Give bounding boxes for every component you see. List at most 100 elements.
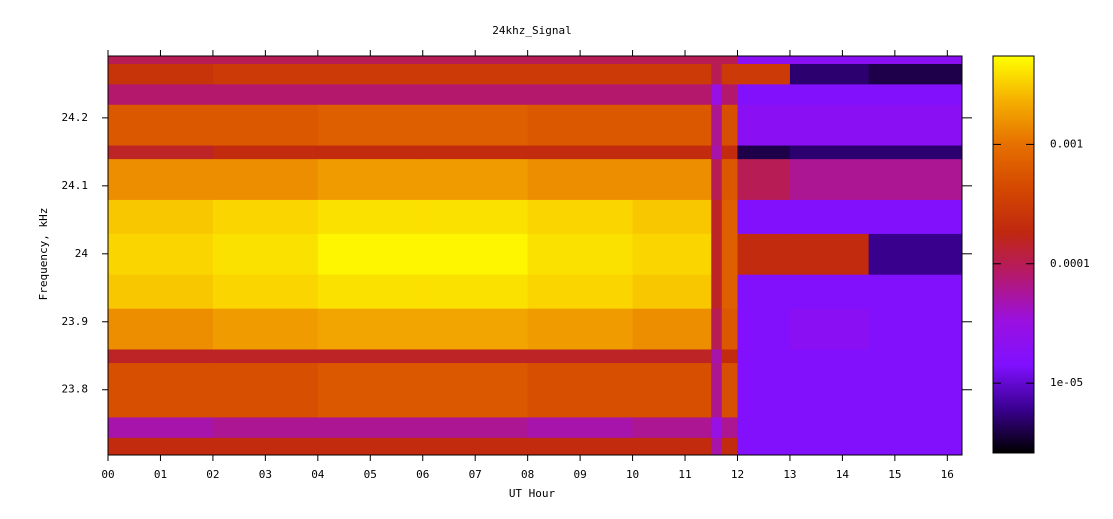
heatmap-cell: [317, 416, 424, 438]
heatmap-cell: [422, 104, 529, 146]
heatmap-cell: [527, 63, 634, 85]
heatmap-cell: [527, 56, 634, 64]
x-tick-label: 06: [416, 468, 429, 481]
heatmap-cell: [721, 437, 738, 456]
x-tick-label: 12: [731, 468, 744, 481]
x-axis-label: UT Hour: [509, 487, 556, 500]
heatmap-cell: [108, 274, 214, 309]
y-tick-label: 23.8: [62, 383, 89, 396]
heatmap-cell: [868, 83, 963, 105]
heatmap-cell: [317, 199, 424, 234]
heatmap-cell: [711, 104, 723, 146]
heatmap-cell: [789, 348, 870, 364]
heatmap-cell: [422, 158, 529, 200]
heatmap-cell: [737, 362, 791, 418]
heatmap-cell: [632, 158, 712, 200]
heatmap-cell: [737, 416, 791, 438]
x-tick-label: 04: [311, 468, 325, 481]
heatmap-cell: [317, 104, 424, 146]
heatmap-cell: [711, 308, 723, 350]
x-tick-label: 09: [573, 468, 586, 481]
heatmap-cell: [422, 348, 529, 364]
heatmap-cell: [317, 233, 424, 275]
heatmap-cell: [737, 199, 791, 234]
heatmap-cell: [721, 362, 738, 418]
heatmap-cell: [632, 145, 712, 160]
heatmap-cell: [422, 83, 529, 105]
x-tick-label: 00: [101, 468, 114, 481]
x-tick-label: 07: [469, 468, 482, 481]
heatmap-cell: [632, 83, 712, 105]
heatmap-cell: [108, 362, 214, 418]
heatmap-cell: [721, 233, 738, 275]
heatmap-cell: [737, 158, 791, 200]
heatmap-cell: [711, 348, 723, 364]
y-tick-label: 24.1: [62, 179, 89, 192]
heatmap-cell: [212, 233, 319, 275]
heatmap-cell: [721, 104, 738, 146]
heatmap-cell: [108, 233, 214, 275]
heatmap-cell: [212, 348, 319, 364]
heatmap-cell: [711, 158, 723, 200]
heatmap-cell: [422, 233, 529, 275]
heatmap-cell: [108, 437, 214, 456]
heatmap-cell: [721, 416, 738, 438]
heatmap-cell: [721, 274, 738, 309]
heatmap-cell: [711, 274, 723, 309]
heatmap-cell: [789, 308, 870, 350]
x-tick-label: 16: [941, 468, 954, 481]
colorbar-tick-label: 0.0001: [1050, 257, 1090, 270]
x-tick-label: 13: [783, 468, 796, 481]
heatmap-cell: [737, 104, 791, 146]
heatmap-cell: [422, 56, 529, 64]
colorbar-tick-label: 1e-05: [1050, 376, 1083, 389]
heatmap-cell: [632, 308, 712, 350]
heatmap-cell: [789, 199, 870, 234]
heatmap-cell: [108, 145, 214, 160]
heatmap-cell: [212, 274, 319, 309]
heatmap-cell: [527, 274, 634, 309]
heatmap-cell: [632, 416, 712, 438]
heatmap-cell: [868, 158, 963, 200]
heatmap-cell: [317, 145, 424, 160]
heatmap-cell: [212, 104, 319, 146]
heatmap-cell: [527, 199, 634, 234]
heatmap-cell: [737, 56, 791, 64]
heatmap-cell: [422, 308, 529, 350]
heatmap-cell: [527, 308, 634, 350]
heatmap-cell: [108, 158, 214, 200]
heatmap-cell: [632, 274, 712, 309]
heatmap-cell: [711, 199, 723, 234]
heatmap: [108, 56, 963, 456]
y-axis-label: Frequency, kHz: [37, 208, 50, 301]
heatmap-cell: [317, 308, 424, 350]
heatmap-cell: [868, 63, 963, 85]
heatmap-cell: [737, 437, 791, 456]
heatmap-cell: [721, 56, 738, 64]
x-tick-label: 05: [364, 468, 377, 481]
heatmap-cell: [317, 63, 424, 85]
heatmap-cell: [422, 274, 529, 309]
heatmap-cell: [868, 56, 963, 64]
heatmap-cell: [108, 56, 214, 64]
heatmap-cell: [789, 158, 870, 200]
heatmap-cell: [737, 308, 791, 350]
heatmap-cell: [108, 104, 214, 146]
heatmap-cell: [632, 362, 712, 418]
x-tick-label: 01: [154, 468, 167, 481]
heatmap-cell: [721, 308, 738, 350]
heatmap-cell: [212, 362, 319, 418]
heatmap-cell: [737, 63, 791, 85]
heatmap-cell: [212, 63, 319, 85]
heatmap-cell: [422, 199, 529, 234]
heatmap-cell: [527, 348, 634, 364]
heatmap-cell: [632, 233, 712, 275]
heatmap-cell: [721, 63, 738, 85]
heatmap-cell: [789, 145, 870, 160]
heatmap-cell: [212, 308, 319, 350]
x-tick-label: 08: [521, 468, 534, 481]
heatmap-cell: [317, 56, 424, 64]
heatmap-cell: [789, 83, 870, 105]
heatmap-cell: [632, 437, 712, 456]
